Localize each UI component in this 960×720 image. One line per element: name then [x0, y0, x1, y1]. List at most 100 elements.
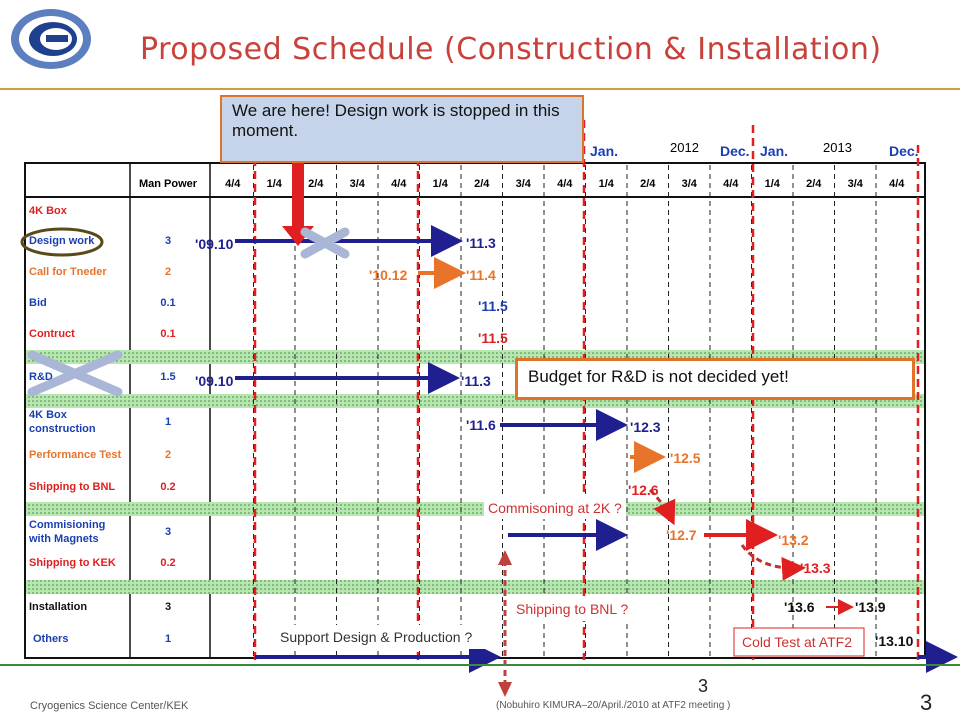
- task-mp: 0.1: [160, 297, 175, 309]
- task-mp: 2: [165, 449, 171, 461]
- quarter-header: 3/4: [682, 178, 698, 190]
- dec-label: Dec.: [889, 143, 919, 159]
- task-name: Design work: [29, 235, 95, 247]
- year-2012: 2012: [670, 140, 699, 155]
- quarter-header: 1/4: [765, 178, 781, 190]
- date-label: '11.3: [461, 373, 491, 389]
- page-number-right: 3: [920, 690, 933, 715]
- slide-title: Proposed Schedule (Construction & Instal…: [140, 32, 882, 67]
- quarter-header: 2/4: [474, 178, 490, 190]
- here-callout: We are here! Design work is stopped in t…: [220, 95, 584, 163]
- cross-mark: [27, 350, 123, 397]
- date-label: '11.5: [478, 330, 508, 346]
- task-name: construction: [29, 423, 96, 435]
- arrow-head-down: [498, 682, 512, 697]
- date-label: '11.6: [466, 417, 496, 433]
- date-label: '12.5: [670, 450, 701, 466]
- date-label: '09.10: [195, 373, 234, 389]
- quarter-header: 3/4: [350, 178, 366, 190]
- budget-callout-text: Budget for R&D is not decided yet!: [528, 367, 789, 386]
- task-name: Call for Tneder: [29, 266, 107, 278]
- year-2013: 2013: [823, 140, 852, 155]
- page-number-center: 3: [698, 676, 709, 696]
- quarter-header: 3/4: [516, 178, 532, 190]
- man-power-header: Man Power: [139, 178, 198, 190]
- date-label: '11.4: [466, 267, 496, 283]
- quarter-header: 2/4: [640, 178, 656, 190]
- label-bg: [484, 497, 626, 519]
- task-name: Shipping to KEK: [29, 557, 116, 569]
- task-mp: 0.2: [160, 481, 175, 493]
- date-label: '09.10: [195, 236, 234, 252]
- quarter-header: 4/4: [723, 178, 739, 190]
- task-name: Contruct: [29, 328, 75, 340]
- arrow-head-up: [498, 550, 512, 565]
- date-label: '11.5: [478, 298, 508, 314]
- task-mp: 3: [165, 601, 171, 613]
- cold-test-box: [733, 627, 865, 657]
- budget-callout: Budget for R&D is not decided yet!: [515, 358, 915, 400]
- highlight-ellipse: [20, 227, 104, 257]
- task-name: Installation: [29, 601, 87, 613]
- quarter-headers: 4/4 1/4 2/4 3/4 4/4 1/4 2/4 3/4 4/4 1/4 2/4 3/4 4/4 1…: [225, 178, 905, 190]
- task-mp: 1: [165, 416, 171, 428]
- cold-test-note: Cold Test at ATF2: [742, 634, 852, 650]
- task-mp: 3: [165, 235, 171, 247]
- quarter-header: 2/4: [806, 178, 822, 190]
- task-name: Shipping to BNL: [29, 481, 115, 493]
- footer-org: Cryogenics Science Center/KEK: [30, 700, 189, 712]
- task-mp: 2: [165, 266, 171, 278]
- ship-kek-curve: [740, 544, 806, 581]
- task-name: 4K Box: [29, 205, 68, 217]
- label-bg: [275, 625, 490, 649]
- date-label: '13.6: [784, 599, 815, 615]
- date-label: '10.12: [369, 267, 408, 283]
- task-name: Bid: [29, 297, 47, 309]
- date-label: '13.2: [778, 532, 809, 548]
- quarter-header: 2/4: [308, 178, 324, 190]
- quarter-header: 4/4: [391, 178, 407, 190]
- shipping-note: Shipping to BNL ?: [516, 601, 629, 617]
- quarter-header: 3/4: [848, 178, 864, 190]
- jan-label: Jan.: [590, 143, 618, 159]
- quarter-header: 4/4: [225, 178, 241, 190]
- ship-bnl-curve: [648, 488, 676, 526]
- here-callout-text: We are here! Design work is stopped in t…: [232, 101, 560, 140]
- task-mp: 3: [165, 526, 171, 538]
- date-label: '12.6: [628, 482, 659, 498]
- header-rule: [0, 88, 960, 90]
- table-frame: [24, 162, 926, 659]
- task-mp: 1: [165, 633, 171, 645]
- footer-rule: [0, 664, 960, 666]
- kek-logo: [11, 9, 91, 69]
- date-label: '11.3: [466, 235, 496, 251]
- quarter-header: 1/4: [599, 178, 615, 190]
- task-name: Commisioning: [29, 519, 105, 531]
- date-label: '13.9: [855, 599, 886, 615]
- date-label: '12.7: [666, 527, 697, 543]
- support-note: Support Design & Production ?: [280, 629, 472, 645]
- task-mp: 0.2: [160, 557, 175, 569]
- quarter-header: 1/4: [433, 178, 449, 190]
- label-bg: [512, 597, 640, 621]
- task-name: Performance Test: [29, 449, 121, 461]
- band: [26, 580, 924, 594]
- task-name: R&D: [29, 371, 53, 383]
- task-mp: 1.5: [160, 371, 175, 383]
- date-label: '12.3: [630, 419, 661, 435]
- task-name: Others: [33, 633, 68, 645]
- commisioning-note: Commisoning at 2K ?: [488, 500, 622, 516]
- task-name: 4K Box: [29, 409, 68, 421]
- here-pointer-shaft: [292, 160, 304, 230]
- footer-credit: (Nobuhiro KIMURA–20/April./2010 at ATF2 …: [496, 700, 731, 711]
- quarter-gridlines: [253, 165, 877, 658]
- task-mp: 0.1: [160, 328, 175, 340]
- date-label: '13.10: [875, 633, 914, 649]
- quarter-header: 4/4: [889, 178, 905, 190]
- cross-mark: [300, 227, 350, 259]
- quarter-header: 4/4: [557, 178, 573, 190]
- band: [26, 502, 924, 516]
- dec-label: Dec.: [720, 143, 750, 159]
- quarter-header: 1/4: [267, 178, 283, 190]
